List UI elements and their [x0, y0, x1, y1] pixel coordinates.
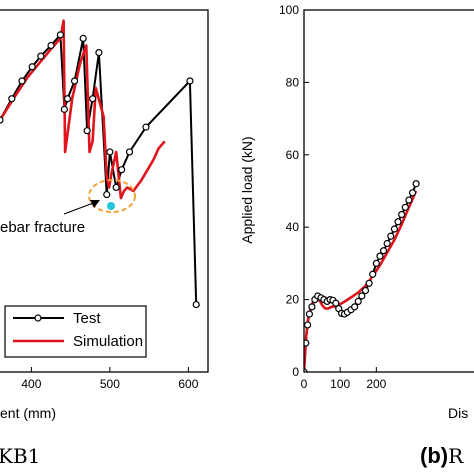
- test-data-point: [83, 127, 91, 135]
- panel-a-plot: 400 500 600 ent (mm) ebar fracture Test Si…: [0, 9, 209, 421]
- x-tick-label: 500: [100, 377, 120, 391]
- legend-simulation-label: Simulation: [73, 333, 143, 350]
- test-data-point: [390, 225, 399, 233]
- test-data-point: [106, 148, 114, 156]
- test-data-point: [405, 196, 413, 204]
- fracture-highlight-ring: [88, 179, 136, 213]
- test-data-point: [70, 77, 79, 85]
- fracture-point-marker: [107, 202, 115, 210]
- x-tick-label: 400: [21, 377, 41, 391]
- panel-b-frame: [303, 9, 474, 373]
- test-data-point: [304, 368, 308, 372]
- y-tick-label: 40: [286, 220, 300, 234]
- test-data-point: [365, 279, 373, 287]
- panel-b-caption-label: (b): [420, 443, 448, 468]
- test-data-point: [89, 95, 97, 103]
- test-data-point: [304, 321, 312, 329]
- y-tick-label: 100: [279, 3, 299, 17]
- panel-b-series-group: [304, 180, 420, 372]
- panel-b-y-axis-title: Applied load (kN): [239, 136, 255, 243]
- fracture-arrow-head: [90, 200, 100, 208]
- panel-b-x-axis-title: Dis: [448, 405, 468, 421]
- y-tick-label: 60: [286, 148, 300, 162]
- test-data-point: [95, 48, 103, 57]
- legend-test-label: Test: [73, 310, 101, 327]
- rebar-fracture-annotation: ebar fracture: [0, 179, 136, 236]
- test-data-point: [358, 292, 366, 300]
- test-data-point: [376, 252, 384, 260]
- y-tick-label: 80: [286, 75, 300, 89]
- panel-b-caption-text: R: [448, 444, 464, 468]
- test-data-point: [0, 116, 4, 124]
- panel-a-series-group: [0, 19, 200, 309]
- test-data-point: [398, 210, 406, 219]
- test-data-point: [8, 95, 16, 103]
- test-data-point: [125, 148, 134, 156]
- panel-b-axes-box: [303, 9, 474, 373]
- test-data-point: [112, 183, 120, 192]
- test-data-point: [408, 189, 417, 197]
- simulation-series-line: [0, 19, 166, 200]
- test-series-line: [0, 33, 198, 305]
- test-data-point: [372, 259, 380, 267]
- panel-b-plot: 0 100 200 0 20 40 60 80 100 Applied load (kN) D…: [239, 3, 474, 421]
- panel-b-x-ticks: 0 100 200: [301, 367, 387, 391]
- fracture-annotation-text: ebar fracture: [0, 219, 85, 236]
- y-tick-label: 20: [286, 293, 300, 307]
- test-data-point: [142, 123, 150, 131]
- x-tick-label: 600: [178, 377, 198, 391]
- test-data-point: [354, 297, 362, 306]
- test-data-point: [37, 52, 45, 60]
- test-data-point: [304, 339, 310, 347]
- test-data-point: [379, 247, 388, 255]
- x-tick-label: 0: [301, 377, 308, 391]
- test-data-point: [79, 34, 87, 42]
- test-data-point: [394, 218, 402, 226]
- test-data-point: [412, 180, 420, 188]
- test-data-point: [28, 63, 36, 71]
- panel-a-x-ticks: 400 500 600: [21, 367, 199, 391]
- test-data-point: [56, 31, 65, 39]
- test-data-point: [60, 105, 68, 113]
- panel-a-frame: [0, 9, 209, 373]
- test-data-point: [361, 286, 370, 295]
- test-data-point: [305, 310, 314, 318]
- panel-a-caption: KB1: [0, 444, 40, 468]
- panel-a-x-axis-title: ent (mm): [0, 405, 56, 421]
- test-data-point: [186, 77, 194, 85]
- test-data-point: [351, 303, 359, 311]
- test-data-point: [308, 303, 316, 311]
- test-data-point: [63, 95, 72, 103]
- test-data-point: [401, 203, 409, 211]
- test-data-point: [47, 41, 55, 50]
- test-data-point: [103, 190, 111, 199]
- panel-b-y-ticks: 0 20 40 60 80 100: [279, 3, 309, 379]
- legend-box: [4, 305, 147, 358]
- test-data-point: [118, 166, 126, 174]
- panel-a-legend: Test Simulation: [4, 305, 147, 358]
- panel-b-caption: (b)R: [420, 443, 464, 468]
- legend-test-marker: [34, 314, 42, 322]
- test-data-point: [383, 239, 391, 248]
- test-data-point: [332, 299, 340, 307]
- x-tick-label: 100: [330, 377, 350, 391]
- x-tick-label: 200: [366, 377, 386, 391]
- y-tick-label: 0: [292, 365, 299, 379]
- panel-a-axes-box: [0, 9, 209, 373]
- test-data-point: [369, 270, 377, 278]
- test-data-point: [18, 77, 26, 85]
- test-data-point: [387, 232, 395, 240]
- fracture-arrow-shaft: [63, 201, 97, 215]
- test-data-point: [192, 300, 200, 309]
